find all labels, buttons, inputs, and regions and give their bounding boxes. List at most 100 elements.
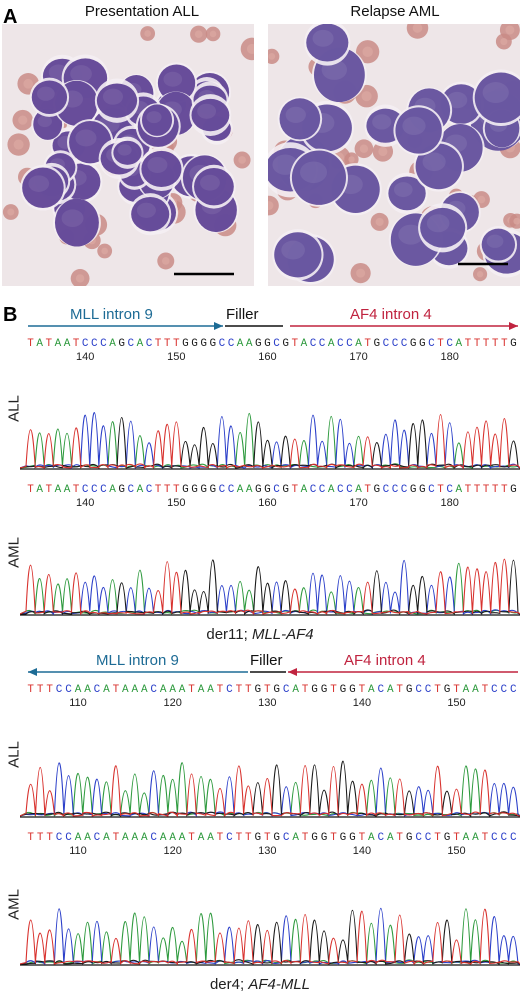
der11-mll-label: MLL intron 9 xyxy=(70,306,153,323)
base-letter: T xyxy=(73,484,80,496)
base-letter: G xyxy=(264,338,271,350)
base-letter: A xyxy=(122,684,129,696)
blast-cell xyxy=(289,148,348,207)
der4-caption: der4; AF4-MLL xyxy=(209,976,311,993)
base-letter: A xyxy=(122,832,129,844)
position-tick-label: 160 xyxy=(258,351,276,363)
base-letter: C xyxy=(346,484,353,496)
base-letter: C xyxy=(319,338,326,350)
blast-cell xyxy=(20,165,66,211)
base-letter: T xyxy=(465,338,472,350)
position-tick-label: 170 xyxy=(349,497,367,509)
base-letter: C xyxy=(415,684,422,696)
base-letter: T xyxy=(482,832,489,844)
der4-filler-label: Filler xyxy=(250,652,283,669)
base-letter: C xyxy=(446,338,453,350)
base-letter: T xyxy=(437,338,444,350)
base-letter: C xyxy=(283,684,290,696)
red-blood-cell xyxy=(344,152,359,167)
base-letter: A xyxy=(455,338,462,350)
base-letter: G xyxy=(373,484,380,496)
red-blood-cell xyxy=(354,139,374,159)
panel-b-letter: B xyxy=(3,304,18,326)
base-letter: T xyxy=(188,832,195,844)
base-letter: T xyxy=(364,338,371,350)
base-letter: A xyxy=(36,338,43,350)
base-letter: C xyxy=(319,484,326,496)
base-letter: A xyxy=(64,338,71,350)
position-tick-label: 150 xyxy=(167,497,185,509)
der11-aml-row-label: AML xyxy=(5,537,23,568)
base-letter: G xyxy=(311,684,318,696)
base-letter: A xyxy=(328,338,335,350)
base-letter: A xyxy=(160,684,167,696)
base-letter: A xyxy=(207,832,214,844)
base-letter: G xyxy=(255,832,262,844)
base-letter: G xyxy=(510,484,517,496)
red-blood-cell xyxy=(97,243,113,259)
base-letter: T xyxy=(245,684,252,696)
trace-a xyxy=(20,908,520,966)
base-letter: A xyxy=(237,338,244,350)
base-letter: T xyxy=(217,832,224,844)
position-tick-label: 180 xyxy=(440,497,458,509)
base-letter: T xyxy=(236,832,243,844)
base-letter: A xyxy=(368,832,375,844)
base-letter: A xyxy=(387,684,394,696)
base-letter: T xyxy=(37,684,44,696)
base-letter: C xyxy=(100,338,107,350)
base-letter: C xyxy=(100,484,107,496)
base-letter: T xyxy=(474,338,481,350)
base-letter: T xyxy=(359,684,366,696)
base-letter: T xyxy=(264,684,271,696)
base-letter: C xyxy=(401,484,408,496)
base-letter: A xyxy=(463,832,470,844)
trace-t xyxy=(20,764,520,818)
base-letter: C xyxy=(310,484,317,496)
base-letter: A xyxy=(55,484,62,496)
base-letter: T xyxy=(434,832,441,844)
base-letter: G xyxy=(510,338,517,350)
base-letter: G xyxy=(282,484,289,496)
blast-cell xyxy=(277,96,323,142)
base-letter: T xyxy=(46,832,53,844)
base-letter: C xyxy=(56,684,63,696)
base-letter: G xyxy=(209,484,216,496)
red-blood-cell xyxy=(70,269,90,286)
base-letter: T xyxy=(155,484,162,496)
base-letter: G xyxy=(340,832,347,844)
base-letter: A xyxy=(301,484,308,496)
base-letter: C xyxy=(337,484,344,496)
der11-all-row-label: ALL xyxy=(5,395,23,422)
base-letter: G xyxy=(255,684,262,696)
mll-intron-arrow xyxy=(28,668,248,676)
base-letter: T xyxy=(465,484,472,496)
af4-intron-arrow xyxy=(288,668,518,676)
base-letter: A xyxy=(355,338,362,350)
base-letter: A xyxy=(246,338,253,350)
base-letter: T xyxy=(37,832,44,844)
base-letter: A xyxy=(463,684,470,696)
base-letter: A xyxy=(237,484,244,496)
base-letter: A xyxy=(137,484,144,496)
base-letter: C xyxy=(82,338,89,350)
red-blood-cell xyxy=(190,25,208,43)
base-letter: G xyxy=(410,338,417,350)
base-letter: C xyxy=(510,684,517,696)
blast-cell xyxy=(479,225,518,264)
base-letter: T xyxy=(27,484,34,496)
base-letter: C xyxy=(219,484,226,496)
position-tick-label: 150 xyxy=(167,351,185,363)
der4-af4-label: AF4 intron 4 xyxy=(344,652,426,669)
base-letter: A xyxy=(472,684,479,696)
base-letter: C xyxy=(228,338,235,350)
base-letter: T xyxy=(302,832,309,844)
base-letter: G xyxy=(191,338,198,350)
trace-t xyxy=(20,558,520,616)
position-tick-label: 140 xyxy=(353,697,371,709)
base-letter: C xyxy=(392,338,399,350)
base-letter: A xyxy=(246,484,253,496)
base-letter: T xyxy=(437,484,444,496)
red-blood-cell xyxy=(473,267,488,282)
